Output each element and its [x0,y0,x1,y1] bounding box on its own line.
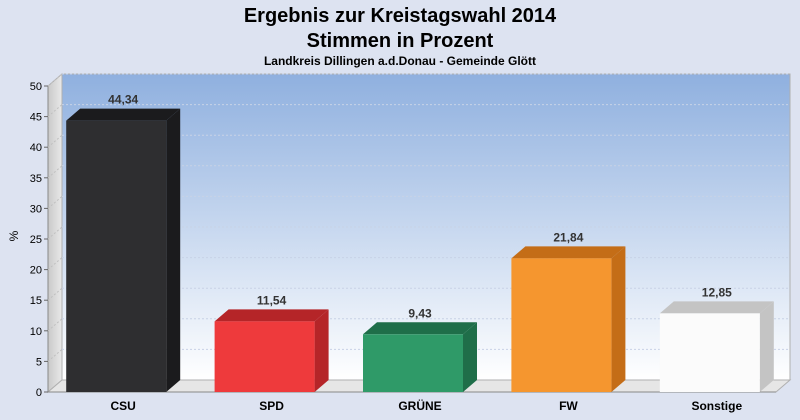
grid-line-side [47,134,63,148]
bar-front [363,334,463,392]
grid-line-side [47,196,63,209]
bar-top [659,301,774,314]
data-label: 21,84 [553,230,583,244]
x-tick-label: Sonstige [691,399,742,413]
bar-front [66,120,167,393]
y-axis-label: % [7,230,21,241]
y-axis-ticks: 0 5 10 15 20 25 30 35 40 45 50 [30,81,48,399]
grid-line-side [47,318,63,332]
bar-side [314,309,329,392]
grid-line-side [47,287,63,301]
y-tick-label: 20 [30,265,42,277]
y-tick-label: 5 [36,356,42,368]
grid-line-side [47,226,63,240]
grid-line-side [47,349,63,362]
x-tick-label: CSU [111,399,136,413]
chart-subtitle: Stimmen in Prozent [306,30,494,52]
bar-spd [214,309,329,392]
bar-side [611,246,626,392]
data-label: 9,43 [408,306,432,320]
bar-side [463,322,477,392]
x-tick-label: SPD [259,399,284,413]
chart-note: Landkreis Dillingen a.d.Donau - Gemeinde… [263,54,537,68]
y-tick-label: 0 [36,387,42,399]
bar-grüne [363,322,477,392]
x-axis-labels: CSU SPD GRÜNE FW Sonstige [111,398,743,413]
data-label: 44,34 [108,93,138,107]
bar-side [166,108,181,393]
y-tick-label: 30 [30,203,42,215]
grid-line-side [47,257,63,270]
bar-side [759,301,774,392]
bar-top [363,322,477,335]
bar-front [511,258,612,392]
x-tick-label: GRÜNE [398,398,441,413]
bar-top [511,246,626,259]
y-tick-label: 25 [30,234,42,246]
data-label: 11,54 [257,293,287,307]
bar-csu [66,108,181,393]
y-tick-label: 40 [30,142,42,154]
grid-line-side [47,104,63,117]
bar-top [214,309,329,322]
bar-front [214,321,315,392]
y-tick-label: 10 [30,326,42,338]
chart-title: Ergebnis zur Kreistagswahl 2014 [243,5,557,27]
bars: 44,34 11,54 9,43 21,84 12,85 [66,93,774,393]
bar-sonstige [659,301,774,392]
grid-line-side [47,165,63,179]
y-tick-label: 35 [30,173,42,185]
y-tick-label: 15 [30,295,42,307]
y-tick-label: 45 [30,112,42,124]
grid-lines [47,73,790,362]
data-label: 12,85 [702,285,732,299]
bar-fw [511,246,626,392]
grid-line-side [47,73,63,87]
x-tick-label: FW [559,399,578,413]
bar-front [659,313,760,392]
y-tick-label: 50 [30,81,42,93]
bar-top [66,108,181,121]
